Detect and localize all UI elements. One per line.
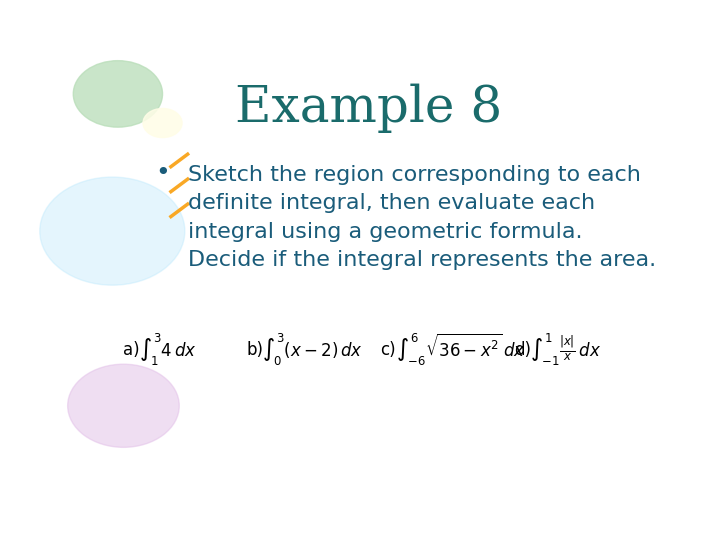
- Circle shape: [143, 109, 182, 138]
- Text: Sketch the region corresponding to each: Sketch the region corresponding to each: [188, 165, 641, 185]
- Text: d): d): [514, 341, 531, 359]
- Text: definite integral, then evaluate each: definite integral, then evaluate each: [188, 193, 595, 213]
- Text: a): a): [124, 341, 140, 359]
- Text: integral using a geometric formula.: integral using a geometric formula.: [188, 221, 582, 241]
- Text: $\int_{-6}^{6} \sqrt{36-x^2}\,dx$: $\int_{-6}^{6} \sqrt{36-x^2}\,dx$: [396, 332, 526, 368]
- Circle shape: [68, 364, 179, 447]
- Circle shape: [40, 177, 185, 285]
- Text: Example 8: Example 8: [235, 84, 503, 133]
- Text: c): c): [380, 341, 396, 359]
- Text: Decide if the integral represents the area.: Decide if the integral represents the ar…: [188, 250, 656, 270]
- Text: $\int_{1}^{3} 4\,dx$: $\int_{1}^{3} 4\,dx$: [139, 332, 197, 368]
- Text: b): b): [246, 341, 264, 359]
- Text: $\int_{0}^{3} (x-2)\,dx$: $\int_{0}^{3} (x-2)\,dx$: [262, 332, 363, 368]
- Circle shape: [73, 60, 163, 127]
- Text: •: •: [156, 161, 170, 185]
- Text: $\int_{-1}^{1} \frac{|x|}{x}\,dx$: $\int_{-1}^{1} \frac{|x|}{x}\,dx$: [530, 332, 600, 368]
